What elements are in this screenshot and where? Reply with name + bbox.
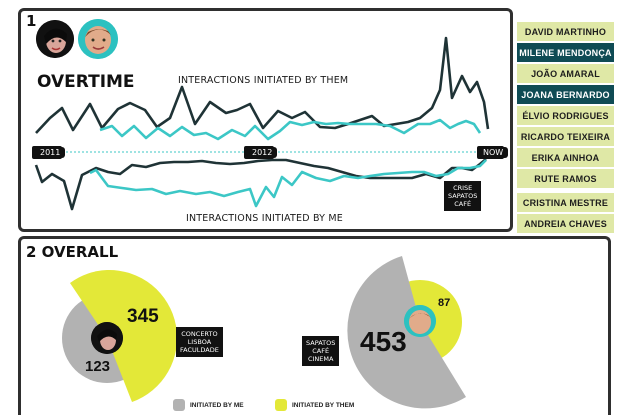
- sidebar-item-erika[interactable]: ERIKA AINHOA: [517, 148, 614, 167]
- annotation-line: CRISE: [453, 184, 473, 192]
- timeline-2011[interactable]: 2011: [35, 147, 66, 158]
- pie-them-1b[interactable]: [70, 270, 107, 338]
- annotation-crise: CRISE SAPATOS CAFÉ: [444, 181, 482, 211]
- legend-label: INITIATED BY ME: [190, 401, 244, 409]
- avatar-milene[interactable]: [36, 20, 74, 58]
- avatar-joana[interactable]: [78, 19, 118, 59]
- avatar-center-2[interactable]: [404, 305, 436, 337]
- panel-number: 2: [26, 243, 37, 261]
- legend-them: INITIATED BY THEM: [275, 399, 354, 411]
- annotation-concerto: CONCERTO LISBOA FACULDADE: [176, 327, 223, 357]
- timeline-now[interactable]: NOW: [478, 147, 509, 158]
- label-me: INTERACTIONS INITIATED BY ME: [186, 213, 343, 224]
- sidebar-item-elvio[interactable]: ÉLVIO RODRIGUES: [517, 106, 614, 125]
- face-icon: [404, 305, 436, 337]
- face-icon: [36, 20, 74, 58]
- sidebar-item-rute[interactable]: RUTE RAMOS: [517, 169, 614, 188]
- annotation-line: CINEMA: [307, 355, 334, 363]
- timeline-2012[interactable]: 2012: [247, 147, 278, 158]
- section-title: OVERALL: [41, 243, 119, 261]
- series-me-teal: [89, 159, 487, 208]
- value-me-1: 123: [85, 358, 111, 375]
- annotation-line: SAPATOS: [448, 192, 478, 200]
- sidebar-item-andreia[interactable]: ANDREIA CHAVES: [517, 214, 614, 233]
- annotation-line: SAPATOS: [306, 339, 336, 347]
- label-them: INTERACTIONS INITIATED BY THEM: [178, 75, 349, 86]
- series-them-teal: [99, 118, 482, 141]
- sidebar-item-david[interactable]: DAVID MARTINHO: [517, 22, 614, 41]
- sidebar-item-ricardo[interactable]: RICARDO TEIXEIRA: [517, 127, 614, 146]
- annotation-line: FACULDADE: [180, 346, 219, 354]
- value-them-2: 87: [438, 297, 451, 309]
- annotation-line: CAFÉ: [312, 347, 330, 355]
- legend-me: INITIATED BY ME: [173, 399, 244, 411]
- annotation-line: CONCERTO: [181, 330, 218, 338]
- value-them-1: 345: [127, 306, 159, 327]
- legend-label: INITIATED BY THEM: [292, 401, 355, 409]
- legend-swatch-lime: [275, 399, 287, 411]
- value-me-2: 453: [360, 326, 407, 357]
- pie-them-1[interactable]: [107, 269, 178, 402]
- sidebar-item-cristina[interactable]: CRISTINA MESTRE: [517, 193, 614, 212]
- series-them-dark: [35, 36, 490, 134]
- avatar-center-1[interactable]: [91, 322, 123, 354]
- sidebar-item-joao[interactable]: JOÃO AMARAL: [517, 64, 614, 83]
- pie-me-2[interactable]: [347, 256, 466, 409]
- annotation-sapatos: SAPATOS CAFÉ CINEMA: [302, 336, 340, 366]
- sidebar-item-joana[interactable]: JOANA BERNARDO: [517, 85, 614, 104]
- legend-swatch-gray: [173, 399, 185, 411]
- contacts-sidebar: DAVID MARTINHO MILENE MENDONÇA JOÃO AMAR…: [517, 22, 614, 235]
- face-icon: [91, 322, 123, 354]
- panel-number: 1: [26, 12, 37, 30]
- face-icon: [78, 19, 118, 59]
- annotation-line: CAFÉ: [454, 200, 472, 208]
- annotation-line: LISBOA: [187, 338, 212, 346]
- overall-title: 2 OVERALL: [26, 243, 118, 261]
- sidebar-item-milene[interactable]: MILENE MENDONÇA: [517, 43, 614, 62]
- page-title: OVERTIME: [37, 72, 135, 92]
